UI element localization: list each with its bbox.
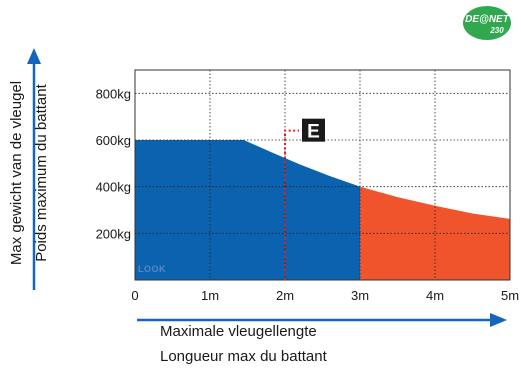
- y-tick-labels: 200kg 400kg 600kg 800kg: [96, 86, 131, 241]
- x-tick-label-3: 3m: [351, 288, 369, 303]
- y-tick-label-2: 600kg: [96, 133, 131, 148]
- deanet-logo: DE@NET 230: [463, 6, 511, 40]
- y-axis-title-2: Poids maximum du battant: [33, 83, 50, 261]
- marker-e-label: E: [307, 122, 320, 143]
- plot-frame: [134, 69, 511, 281]
- x-tick-label-0: 0: [131, 288, 138, 303]
- logo-sub: 230: [489, 26, 504, 35]
- x-tick-label-4: 4m: [426, 288, 444, 303]
- logo-text: DE@NET: [465, 14, 510, 25]
- x-tick-label-5: 5m: [501, 288, 519, 303]
- marker-e: E: [284, 118, 325, 280]
- marker-e-line: [284, 129, 299, 280]
- series-area-1: [135, 140, 360, 280]
- watermark-look: LOOK: [138, 264, 166, 274]
- series-layer: [135, 140, 510, 280]
- x-tick-label-2: 2m: [276, 288, 294, 303]
- y-tick-label-3: 800kg: [96, 86, 131, 101]
- marker-e-box: [302, 118, 325, 142]
- y-axis-title-1: Max gewicht van de vleugel: [8, 81, 25, 265]
- x-tick-labels: 0 1m 2m 3m 4m 5m: [131, 288, 519, 303]
- x-axis-title-1: Maximale vleugellengte: [160, 323, 317, 340]
- y-tick-label-1: 400kg: [96, 180, 131, 195]
- x-axis-arrow: [137, 313, 507, 327]
- series-area-2: [360, 186, 510, 280]
- x-tick-label-1: 1m: [201, 288, 219, 303]
- y-axis-arrow: [27, 48, 41, 290]
- x-axis-title-2: Longueur max du battant: [160, 348, 328, 365]
- y-tick-label-0: 200kg: [96, 226, 131, 241]
